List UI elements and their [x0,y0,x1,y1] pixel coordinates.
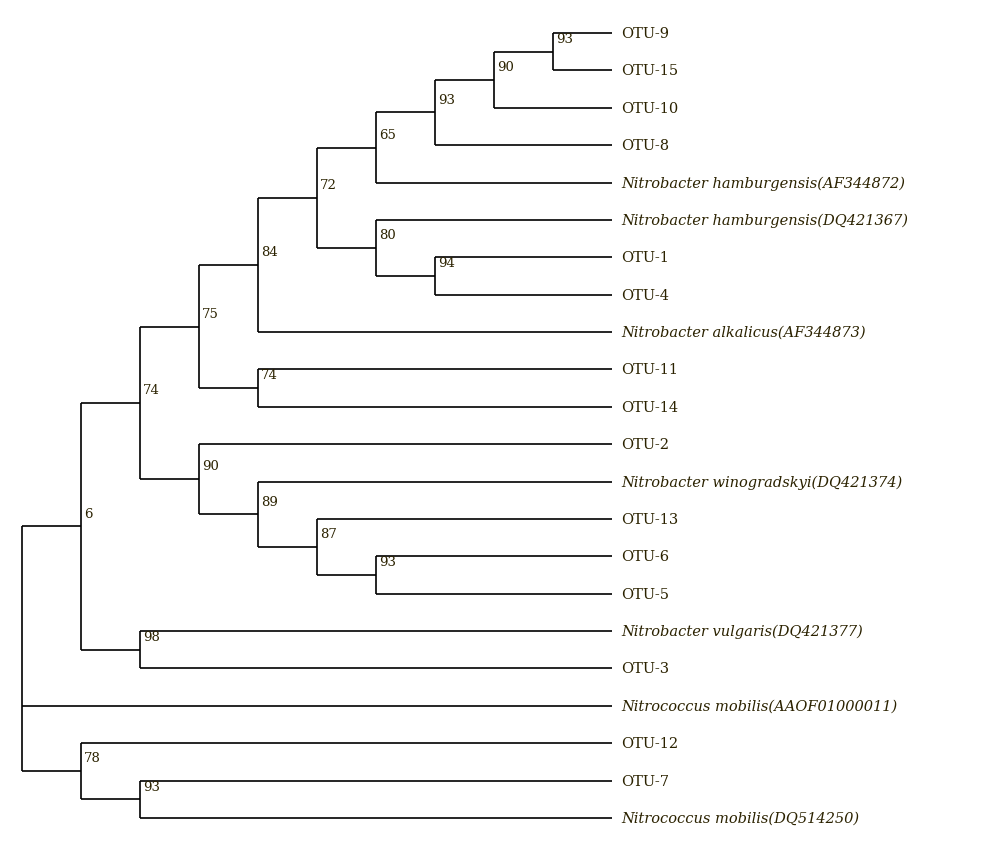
Text: 90: 90 [202,460,219,473]
Text: Nitrobacter alkalicus(AF344873): Nitrobacter alkalicus(AF344873) [621,325,866,340]
Text: 72: 72 [320,179,337,192]
Text: 93: 93 [438,94,455,106]
Text: 84: 84 [261,246,278,259]
Text: 98: 98 [143,630,160,643]
Text: 93: 93 [143,780,160,792]
Text: 89: 89 [261,495,278,508]
Text: OTU-3: OTU-3 [621,662,669,676]
Text: OTU-2: OTU-2 [621,438,669,452]
Text: OTU-6: OTU-6 [621,550,669,564]
Text: 74: 74 [261,369,278,382]
Text: 74: 74 [143,383,160,397]
Text: 93: 93 [556,33,573,46]
Text: OTU-4: OTU-4 [621,288,669,302]
Text: OTU-11: OTU-11 [621,363,678,377]
Text: 65: 65 [379,129,396,141]
Text: Nitrobacter hamburgensis(DQ421367): Nitrobacter hamburgensis(DQ421367) [621,214,908,227]
Text: OTU-15: OTU-15 [621,65,678,78]
Text: OTU-10: OTU-10 [621,101,678,116]
Text: Nitrobacter winogradskyi(DQ421374): Nitrobacter winogradskyi(DQ421374) [621,475,902,489]
Text: 80: 80 [379,229,396,242]
Text: 93: 93 [379,556,396,568]
Text: 87: 87 [320,527,337,541]
Text: OTU-9: OTU-9 [621,27,669,41]
Text: OTU-14: OTU-14 [621,400,678,414]
Text: Nitrobacter vulgaris(DQ421377): Nitrobacter vulgaris(DQ421377) [621,625,863,638]
Text: 90: 90 [497,61,514,74]
Text: Nitrobacter hamburgensis(AF344872): Nitrobacter hamburgensis(AF344872) [621,176,905,191]
Text: OTU-7: OTU-7 [621,774,669,787]
Text: Nitrococcus mobilis(DQ514250): Nitrococcus mobilis(DQ514250) [621,811,859,825]
Text: 75: 75 [202,308,219,320]
Text: 78: 78 [84,751,101,764]
Text: OTU-5: OTU-5 [621,587,669,601]
Text: OTU-12: OTU-12 [621,736,678,751]
Text: 94: 94 [438,257,455,270]
Text: Nitrococcus mobilis(AAOF01000011): Nitrococcus mobilis(AAOF01000011) [621,699,897,713]
Text: OTU-13: OTU-13 [621,512,678,527]
Text: OTU-8: OTU-8 [621,139,669,153]
Text: OTU-1: OTU-1 [621,251,669,265]
Text: 6: 6 [84,507,92,520]
